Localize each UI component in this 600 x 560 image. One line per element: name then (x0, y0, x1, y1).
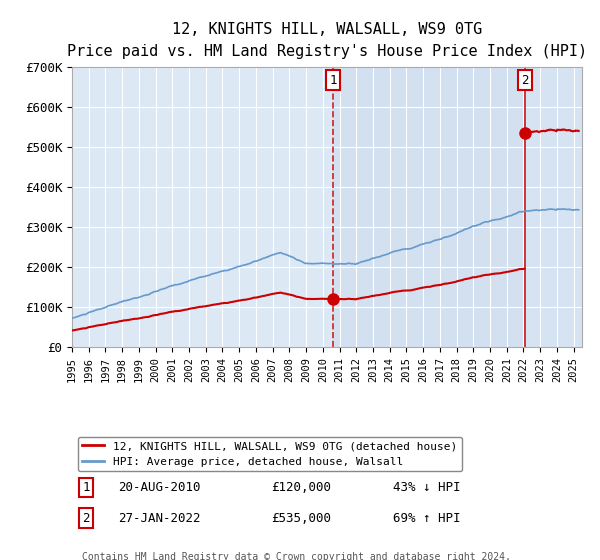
Text: Contains HM Land Registry data © Crown copyright and database right 2024.
This d: Contains HM Land Registry data © Crown c… (82, 552, 511, 560)
Legend: 12, KNIGHTS HILL, WALSALL, WS9 0TG (detached house), HPI: Average price, detache: 12, KNIGHTS HILL, WALSALL, WS9 0TG (deta… (77, 437, 462, 471)
Text: 43% ↓ HPI: 43% ↓ HPI (394, 480, 461, 494)
Text: £535,000: £535,000 (271, 511, 331, 525)
Bar (525, 67, 582, 347)
Text: 2: 2 (82, 511, 90, 525)
Title: 12, KNIGHTS HILL, WALSALL, WS9 0TG
Price paid vs. HM Land Registry's House Price: 12, KNIGHTS HILL, WALSALL, WS9 0TG Price… (67, 22, 587, 59)
Text: 1: 1 (329, 73, 337, 86)
Text: 2: 2 (521, 73, 529, 86)
Text: 69% ↑ HPI: 69% ↑ HPI (394, 511, 461, 525)
Bar (334, 67, 525, 347)
Text: 20-AUG-2010: 20-AUG-2010 (118, 480, 200, 494)
Text: £120,000: £120,000 (271, 480, 331, 494)
Text: 27-JAN-2022: 27-JAN-2022 (118, 511, 200, 525)
Text: 1: 1 (82, 480, 90, 494)
